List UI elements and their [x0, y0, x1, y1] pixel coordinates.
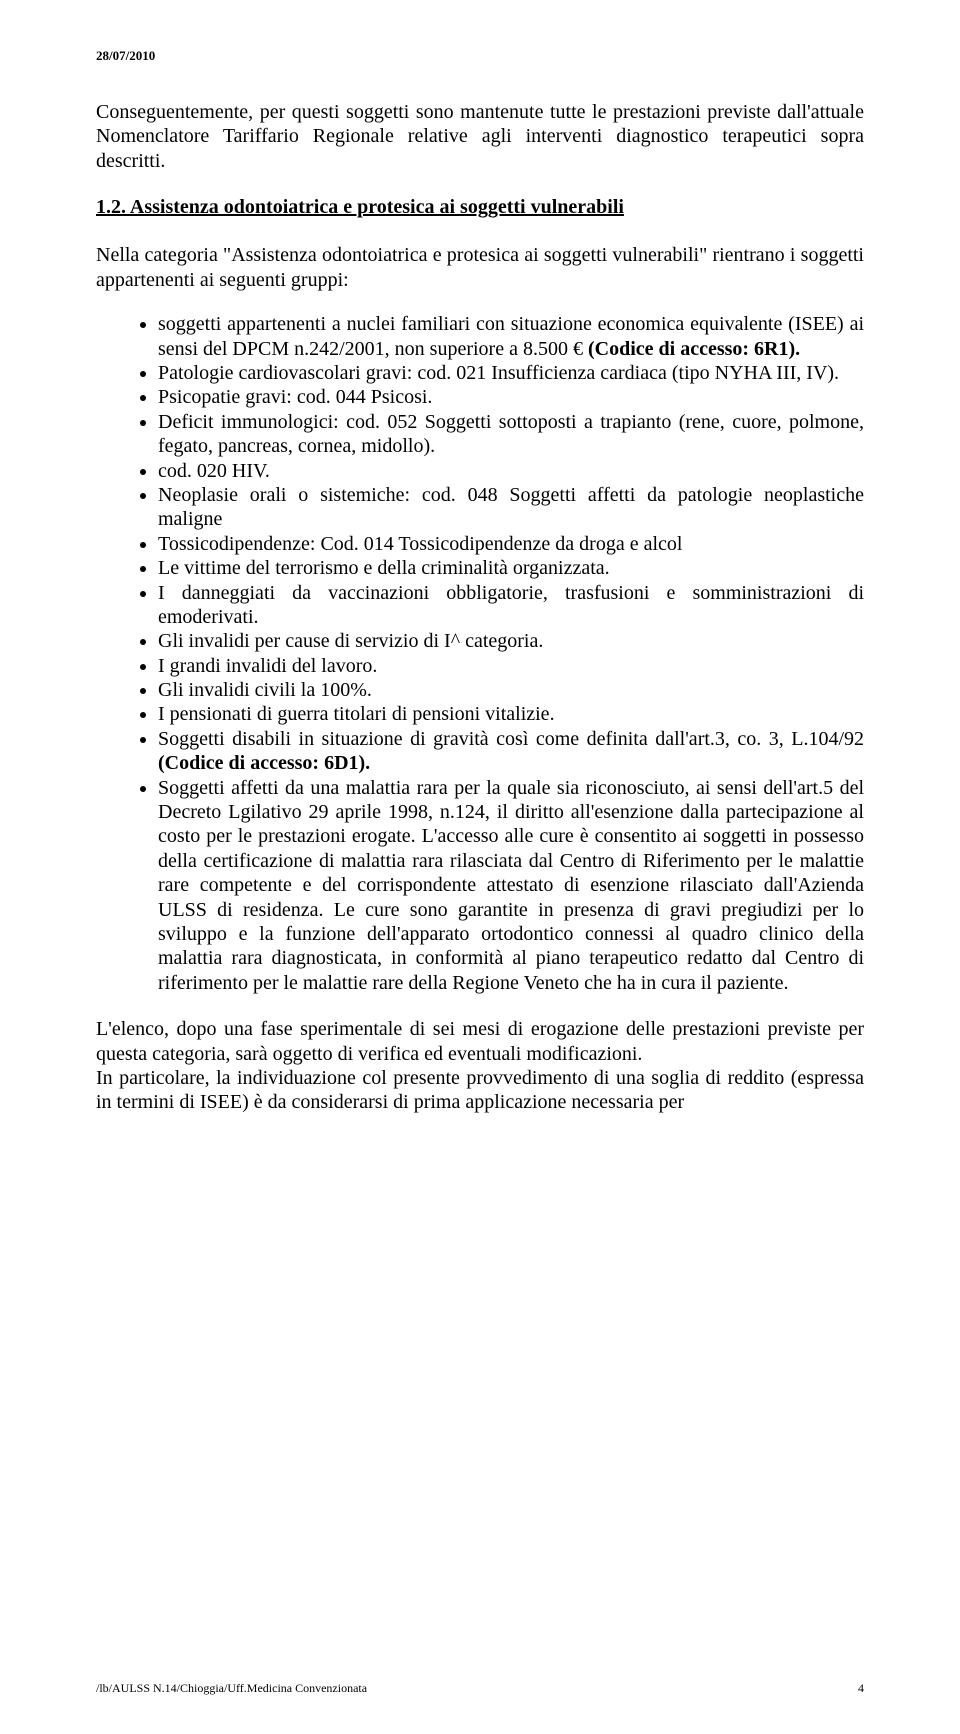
list-item: Soggetti disabili in situazione di gravi… [158, 727, 864, 776]
list-item: Gli invalidi per cause di servizio di I^… [158, 629, 864, 653]
page-footer: /lb/AULSS N.14/Chioggia/Uff.Medicina Con… [96, 1681, 864, 1696]
list-item: Le vittime del terrorismo e della crimin… [158, 556, 864, 580]
list-item-text: Soggetti affetti da una malattia rara pe… [158, 777, 864, 994]
list-item-text: Deficit immunologici: cod. 052 Soggetti … [158, 411, 864, 457]
list-item-text: I danneggiati da vaccinazioni obbligator… [158, 582, 864, 628]
closing-block: L'elenco, dopo una fase sperimentale di … [96, 1017, 864, 1115]
closing-paragraph: In particolare, la individuazione col pr… [96, 1066, 864, 1115]
list-item: I danneggiati da vaccinazioni obbligator… [158, 581, 864, 630]
list-item: I pensionati di guerra titolari di pensi… [158, 702, 864, 726]
footer-left: /lb/AULSS N.14/Chioggia/Uff.Medicina Con… [96, 1681, 367, 1696]
list-item-text: Patologie cardiovascolari gravi: cod. 02… [158, 362, 839, 384]
list-item: Patologie cardiovascolari gravi: cod. 02… [158, 361, 864, 385]
list-item-text: Psicopatie gravi: cod. 044 Psicosi. [158, 386, 432, 408]
list-item-text: I grandi invalidi del lavoro. [158, 655, 377, 677]
list-item-text: cod. 020 HIV. [158, 460, 270, 482]
closing-paragraph: L'elenco, dopo una fase sperimentale di … [96, 1017, 864, 1066]
section-intro: Nella categoria "Assistenza odontoiatric… [96, 243, 864, 292]
list-item: Deficit immunologici: cod. 052 Soggetti … [158, 410, 864, 459]
list-item-text: Tossicodipendenze: Cod. 014 Tossicodipen… [158, 533, 682, 555]
list-item: Gli invalidi civili la 100%. [158, 678, 864, 702]
list-item: Psicopatie gravi: cod. 044 Psicosi. [158, 385, 864, 409]
list-item: Tossicodipendenze: Cod. 014 Tossicodipen… [158, 532, 864, 556]
list-item: Neoplasie orali o sistemiche: cod. 048 S… [158, 483, 864, 532]
list-item: cod. 020 HIV. [158, 459, 864, 483]
list-item-bold: (Codice di accesso: 6R1). [588, 338, 800, 360]
list-item-text: Gli invalidi per cause di servizio di I^… [158, 630, 543, 652]
list-item-text: Soggetti disabili in situazione di gravi… [158, 728, 864, 750]
list-item: I grandi invalidi del lavoro. [158, 654, 864, 678]
footer-page-number: 4 [858, 1681, 864, 1696]
header-date: 28/07/2010 [96, 48, 864, 64]
list-item-text: Gli invalidi civili la 100%. [158, 679, 372, 701]
list-item-text: Neoplasie orali o sistemiche: cod. 048 S… [158, 484, 864, 530]
list-item-bold: (Codice di accesso: 6D1). [158, 752, 370, 774]
list-item-text: I pensionati di guerra titolari di pensi… [158, 703, 555, 725]
list-item: Soggetti affetti da una malattia rara pe… [158, 776, 864, 996]
section-heading: 1.2. Assistenza odontoiatrica e protesic… [96, 195, 864, 219]
intro-paragraph: Conseguentemente, per questi soggetti so… [96, 100, 864, 173]
list-item-text: Le vittime del terrorismo e della crimin… [158, 557, 610, 579]
document-page: 28/07/2010 Conseguentemente, per questi … [0, 0, 960, 1734]
list-item: soggetti appartenenti a nuclei familiari… [158, 312, 864, 361]
bullet-list: soggetti appartenenti a nuclei familiari… [96, 312, 864, 995]
